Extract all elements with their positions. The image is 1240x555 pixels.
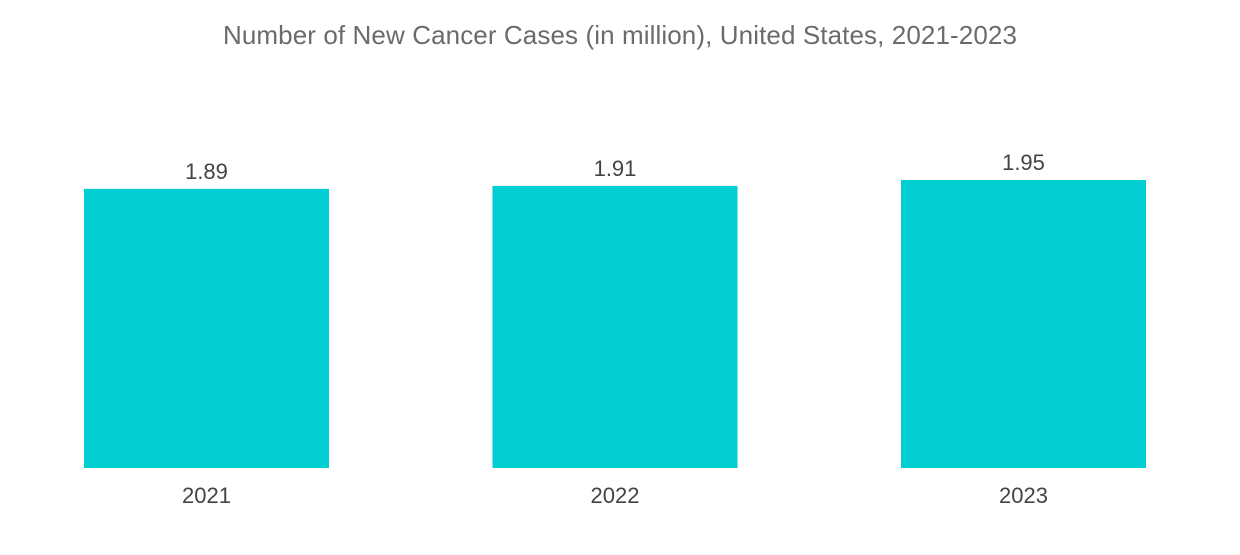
x-tick-label-2023: 2023 [999,483,1048,508]
bar-2021 [84,188,329,468]
x-axis-ticks: 2021 2022 2023 [182,483,1048,508]
value-label-2023: 1.95 [1002,150,1045,175]
x-tick-label-2022: 2022 [591,483,640,508]
bars-layer [84,180,1146,468]
x-tick-label-2021: 2021 [182,483,231,508]
bar-2022 [492,185,738,468]
value-label-2022: 1.91 [594,156,637,181]
value-label-2021: 1.89 [185,159,228,184]
chart-title: Number of New Cancer Cases (in million),… [222,20,1018,50]
bar-2023 [901,180,1146,468]
value-labels-layer: 1.89 1.91 1.95 [185,150,1045,184]
